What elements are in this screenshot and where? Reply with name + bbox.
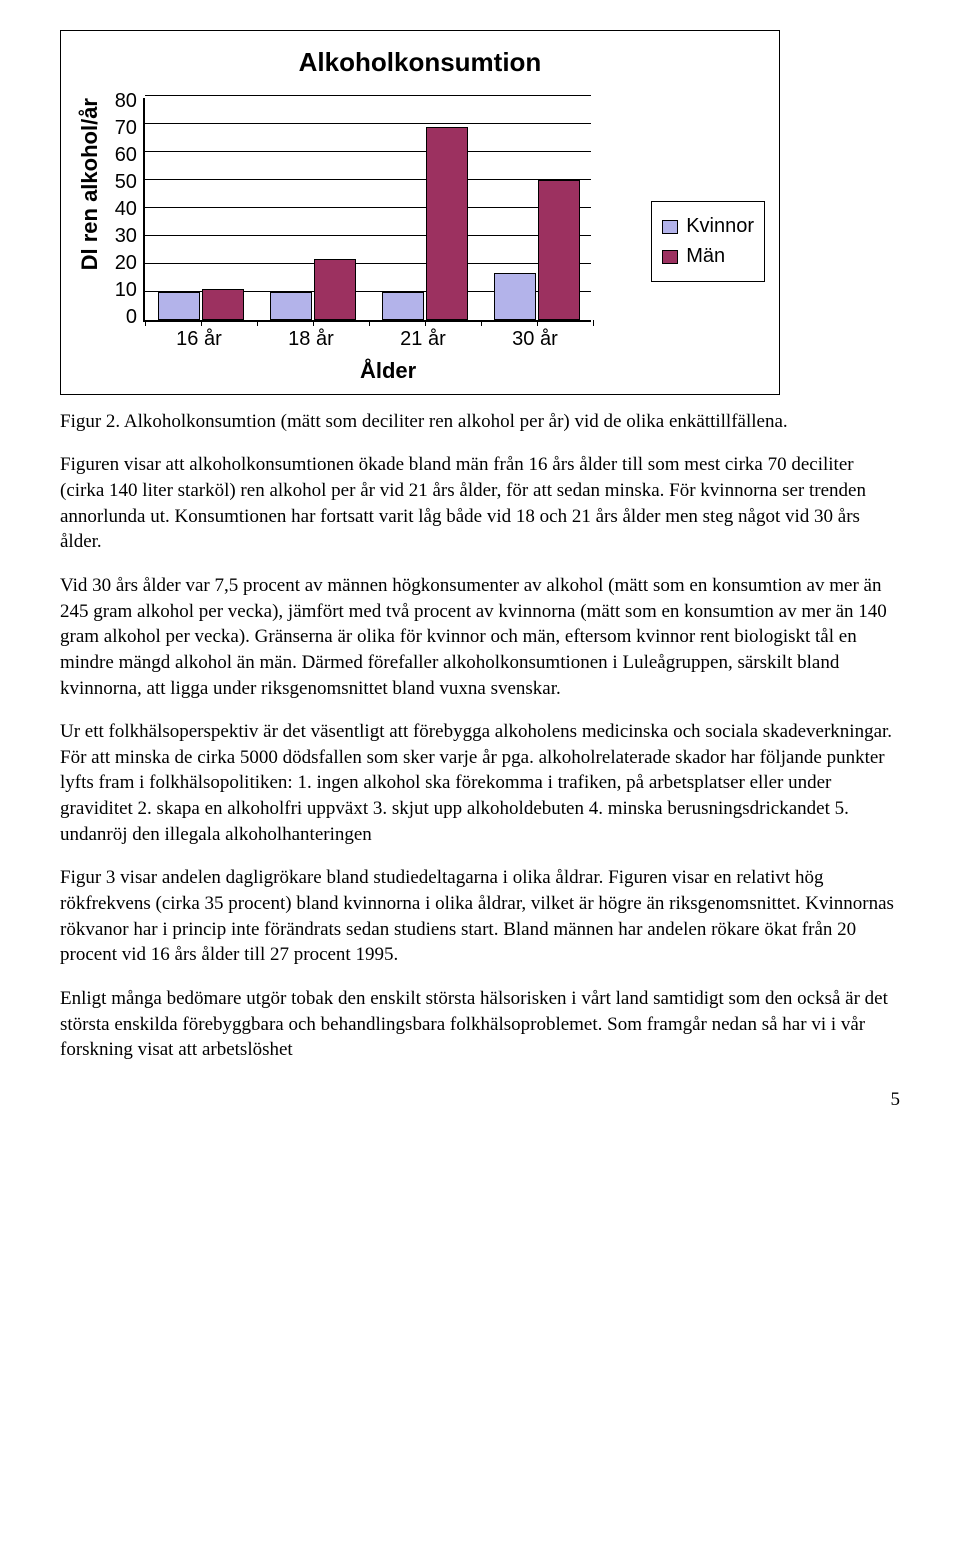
body-paragraph: Enligt många bedömare utgör tobak den en… — [60, 986, 900, 1063]
chart-title: Alkoholkonsumtion — [75, 45, 765, 80]
grid-line — [145, 263, 591, 264]
grid-line — [145, 95, 591, 96]
plot-area — [143, 98, 591, 322]
y-tick-label: 50 — [115, 169, 137, 196]
legend-swatch — [662, 220, 678, 234]
grid-line — [145, 235, 591, 236]
body-paragraph: Figuren visar att alkoholkonsumtionen ök… — [60, 452, 900, 555]
y-tick-label: 70 — [115, 115, 137, 142]
legend-item: Kvinnor — [662, 213, 754, 240]
y-axis: Dl ren alkohol/år — [75, 98, 105, 270]
legend-swatch — [662, 250, 678, 264]
plot-wrap: 16 år 18 år 21 år 30 år Ålder — [143, 98, 633, 386]
legend-label: Kvinnor — [686, 213, 754, 240]
y-tick-label: 60 — [115, 142, 137, 169]
bar — [538, 180, 580, 320]
grid-line — [145, 207, 591, 208]
y-tick-label: 80 — [115, 88, 137, 115]
bar — [314, 259, 356, 321]
y-tick-label: 30 — [115, 223, 137, 250]
x-tick-label: 16 år — [176, 326, 222, 353]
x-tick-label: 30 år — [512, 326, 558, 353]
chart-container: Alkoholkonsumtion Dl ren alkohol/år 8070… — [60, 30, 780, 395]
x-tick-label: 21 år — [400, 326, 446, 353]
x-tick-mark — [593, 320, 595, 326]
x-axis-labels: 16 år 18 år 21 år 30 år — [143, 326, 591, 354]
chart-body: Dl ren alkohol/år 80706050403020100 16 å… — [75, 98, 765, 386]
legend-label: Män — [686, 243, 725, 270]
y-tick-label: 20 — [115, 250, 137, 277]
bar — [270, 292, 312, 320]
body-paragraph: Vid 30 års ålder var 7,5 procent av männ… — [60, 573, 900, 701]
page-number: 5 — [60, 1087, 900, 1113]
x-axis-title: Ålder — [143, 356, 633, 386]
x-tick-label: 18 år — [288, 326, 334, 353]
body-paragraph: Ur ett folkhälsoperspektiv är det väsent… — [60, 719, 900, 847]
bar — [382, 292, 424, 320]
y-tick-label: 40 — [115, 196, 137, 223]
body-paragraph: Figur 3 visar andelen dagligrökare bland… — [60, 865, 900, 968]
grid-line — [145, 123, 591, 124]
bar — [426, 127, 468, 320]
y-axis-ticks: 80706050403020100 — [115, 88, 137, 320]
y-tick-label: 10 — [115, 277, 137, 304]
figure-caption: Figur 2. Alkoholkonsumtion (mätt som dec… — [60, 409, 900, 435]
grid-line — [145, 179, 591, 180]
y-axis-title: Dl ren alkohol/år — [75, 98, 105, 270]
bar — [494, 273, 536, 321]
legend-item: Män — [662, 243, 754, 270]
bar — [158, 292, 200, 320]
y-tick-label: 0 — [115, 304, 137, 331]
legend: Kvinnor Män — [651, 201, 765, 282]
grid-line — [145, 151, 591, 152]
bar — [202, 289, 244, 320]
